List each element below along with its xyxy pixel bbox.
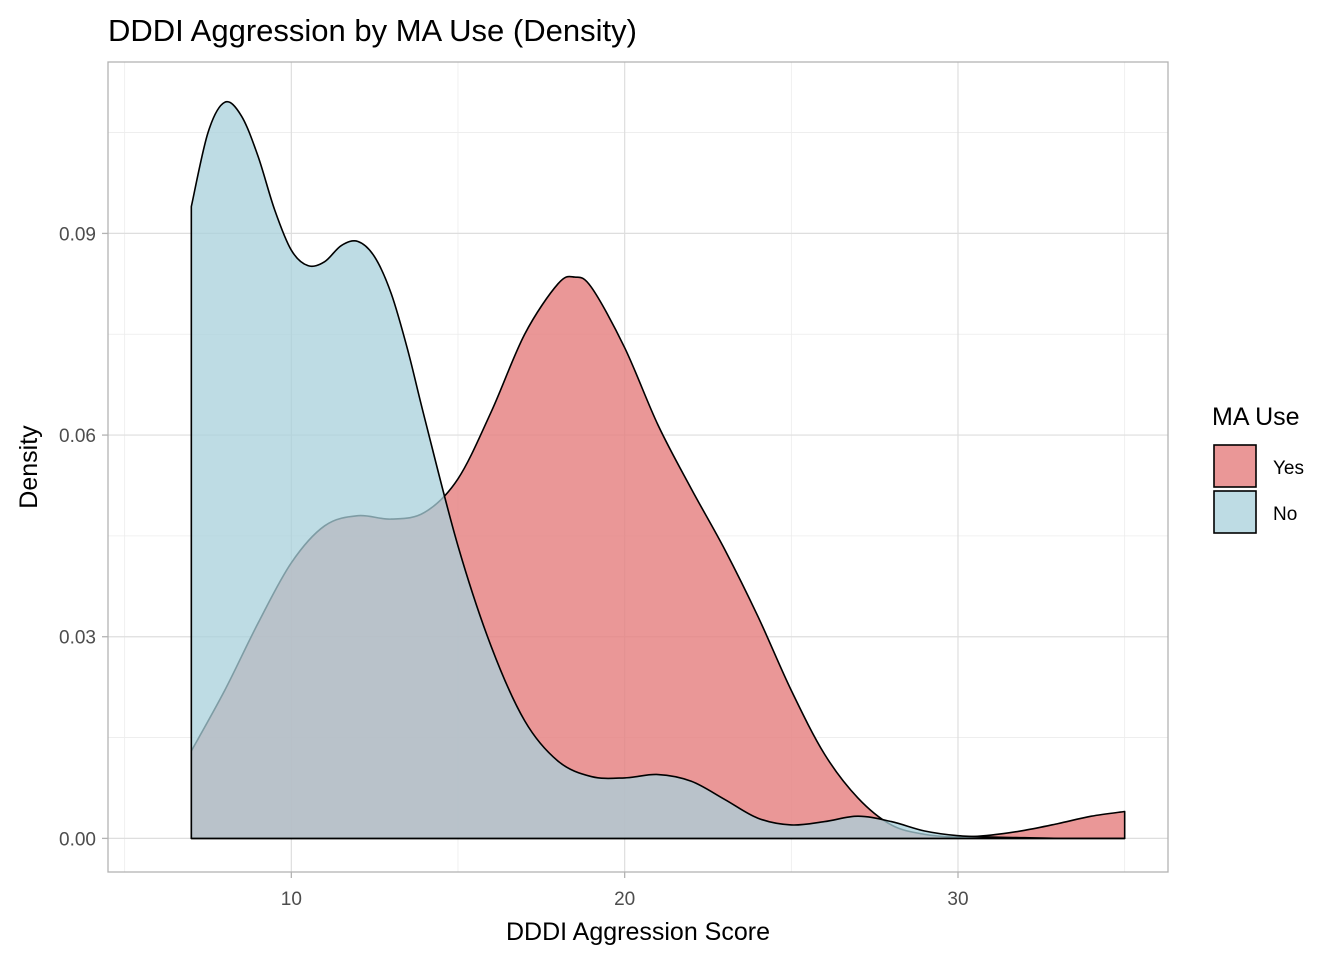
x-axis-title: DDDI Aggression Score [506, 918, 770, 946]
legend-key-yes [1213, 444, 1257, 488]
legend-key-no [1213, 490, 1257, 534]
y-axis-title: Density [15, 425, 43, 509]
y-tick-label: 0.03 [59, 628, 96, 649]
y-tick-label: 0.00 [59, 829, 96, 850]
axes: 10 20 30 0.00 0.03 0.06 0.09 [59, 224, 969, 910]
chart-title: DDDI Aggression by MA Use (Density) [108, 13, 637, 48]
density-area-no [190, 100, 1126, 840]
y-tick-label: 0.06 [59, 426, 96, 447]
legend-label-no: No [1273, 504, 1297, 525]
x-tick-label: 10 [281, 889, 302, 910]
density-areas [190, 100, 1126, 840]
legend-label-yes: Yes [1273, 458, 1304, 479]
x-tick-label: 20 [614, 889, 635, 910]
legend: MA Use Yes No [1212, 403, 1304, 534]
x-tick-label: 30 [947, 889, 968, 910]
y-tick-label: 0.09 [59, 224, 96, 245]
legend-title: MA Use [1212, 403, 1300, 431]
legend-items: Yes No [1213, 444, 1304, 534]
panel-border [107, 61, 1169, 873]
